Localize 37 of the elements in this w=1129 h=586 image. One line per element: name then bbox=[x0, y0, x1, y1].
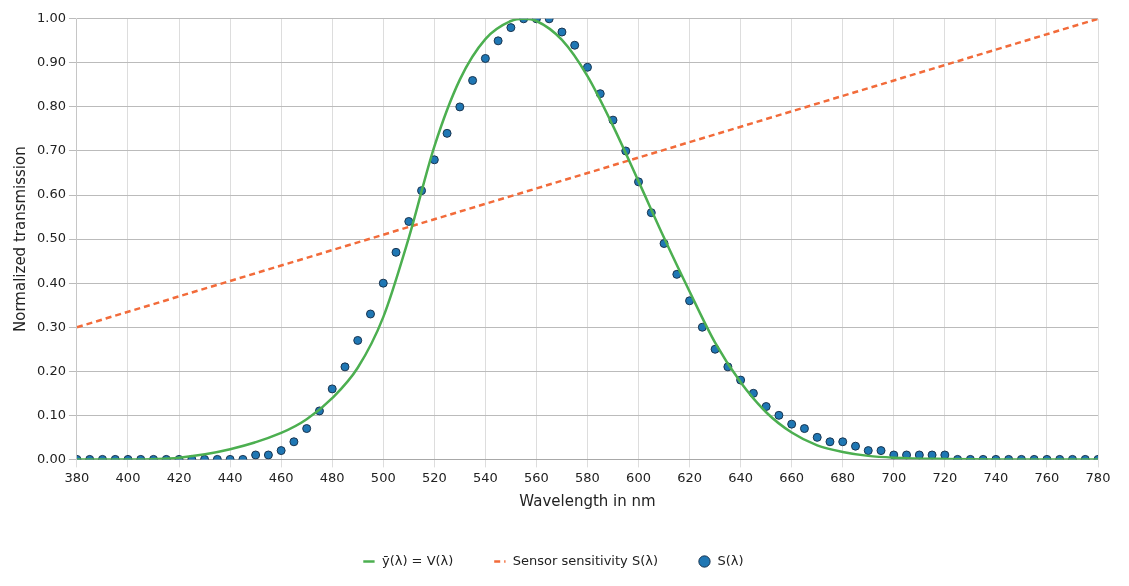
x-tick-label: 520 bbox=[421, 469, 447, 485]
y-tick-label: 0.90 bbox=[36, 54, 66, 70]
y-tick-label: 0.30 bbox=[36, 318, 66, 334]
y-tick-label: 0.60 bbox=[36, 186, 66, 202]
y-tick-label: 0.80 bbox=[36, 98, 66, 114]
x-tick-label: 380 bbox=[64, 469, 90, 485]
x-tick-label: 720 bbox=[932, 469, 958, 485]
x-tick-label: 440 bbox=[217, 469, 243, 485]
x-tick-label: 400 bbox=[115, 469, 141, 485]
x-tick-label: 560 bbox=[524, 469, 549, 485]
y-tick-label: 0.50 bbox=[36, 230, 66, 246]
x-tick-label: 540 bbox=[472, 469, 498, 485]
x-tick-label: 500 bbox=[370, 469, 396, 485]
y-tick-label: 1.00 bbox=[36, 10, 66, 26]
x-tick-label: 460 bbox=[268, 469, 294, 485]
x-tick-label: 640 bbox=[728, 469, 754, 485]
x-tick-label: 600 bbox=[626, 469, 651, 485]
y-tick-label: 0.20 bbox=[36, 362, 66, 378]
y-axis-title: Normalized transmission bbox=[10, 146, 29, 332]
y-tick-label: 0.10 bbox=[36, 406, 66, 422]
y-tick-label: 0.40 bbox=[36, 274, 66, 290]
y-tick-label: 0.00 bbox=[36, 450, 66, 466]
x-tick-label: 780 bbox=[1085, 469, 1111, 485]
x-tick-label: 660 bbox=[779, 469, 805, 485]
x-tick-label: 700 bbox=[881, 469, 907, 485]
legend-label: Sensor sensitivity S(λ) bbox=[512, 552, 658, 568]
x-tick-label: 480 bbox=[319, 469, 345, 485]
x-tick-label: 680 bbox=[830, 469, 856, 485]
legend-label: S(λ) bbox=[717, 552, 744, 568]
x-tick-label: 760 bbox=[1034, 469, 1060, 485]
x-tick-label: 580 bbox=[575, 469, 600, 485]
x-axis-title: Wavelength in nm bbox=[519, 491, 656, 510]
y-tick-label: 0.70 bbox=[36, 142, 66, 158]
x-tick-label: 740 bbox=[983, 469, 1009, 485]
x-tick-label: 420 bbox=[166, 469, 192, 485]
x-tick-label: 620 bbox=[677, 469, 702, 485]
legend-label: ȳ(λ) = V(λ) bbox=[381, 552, 454, 568]
